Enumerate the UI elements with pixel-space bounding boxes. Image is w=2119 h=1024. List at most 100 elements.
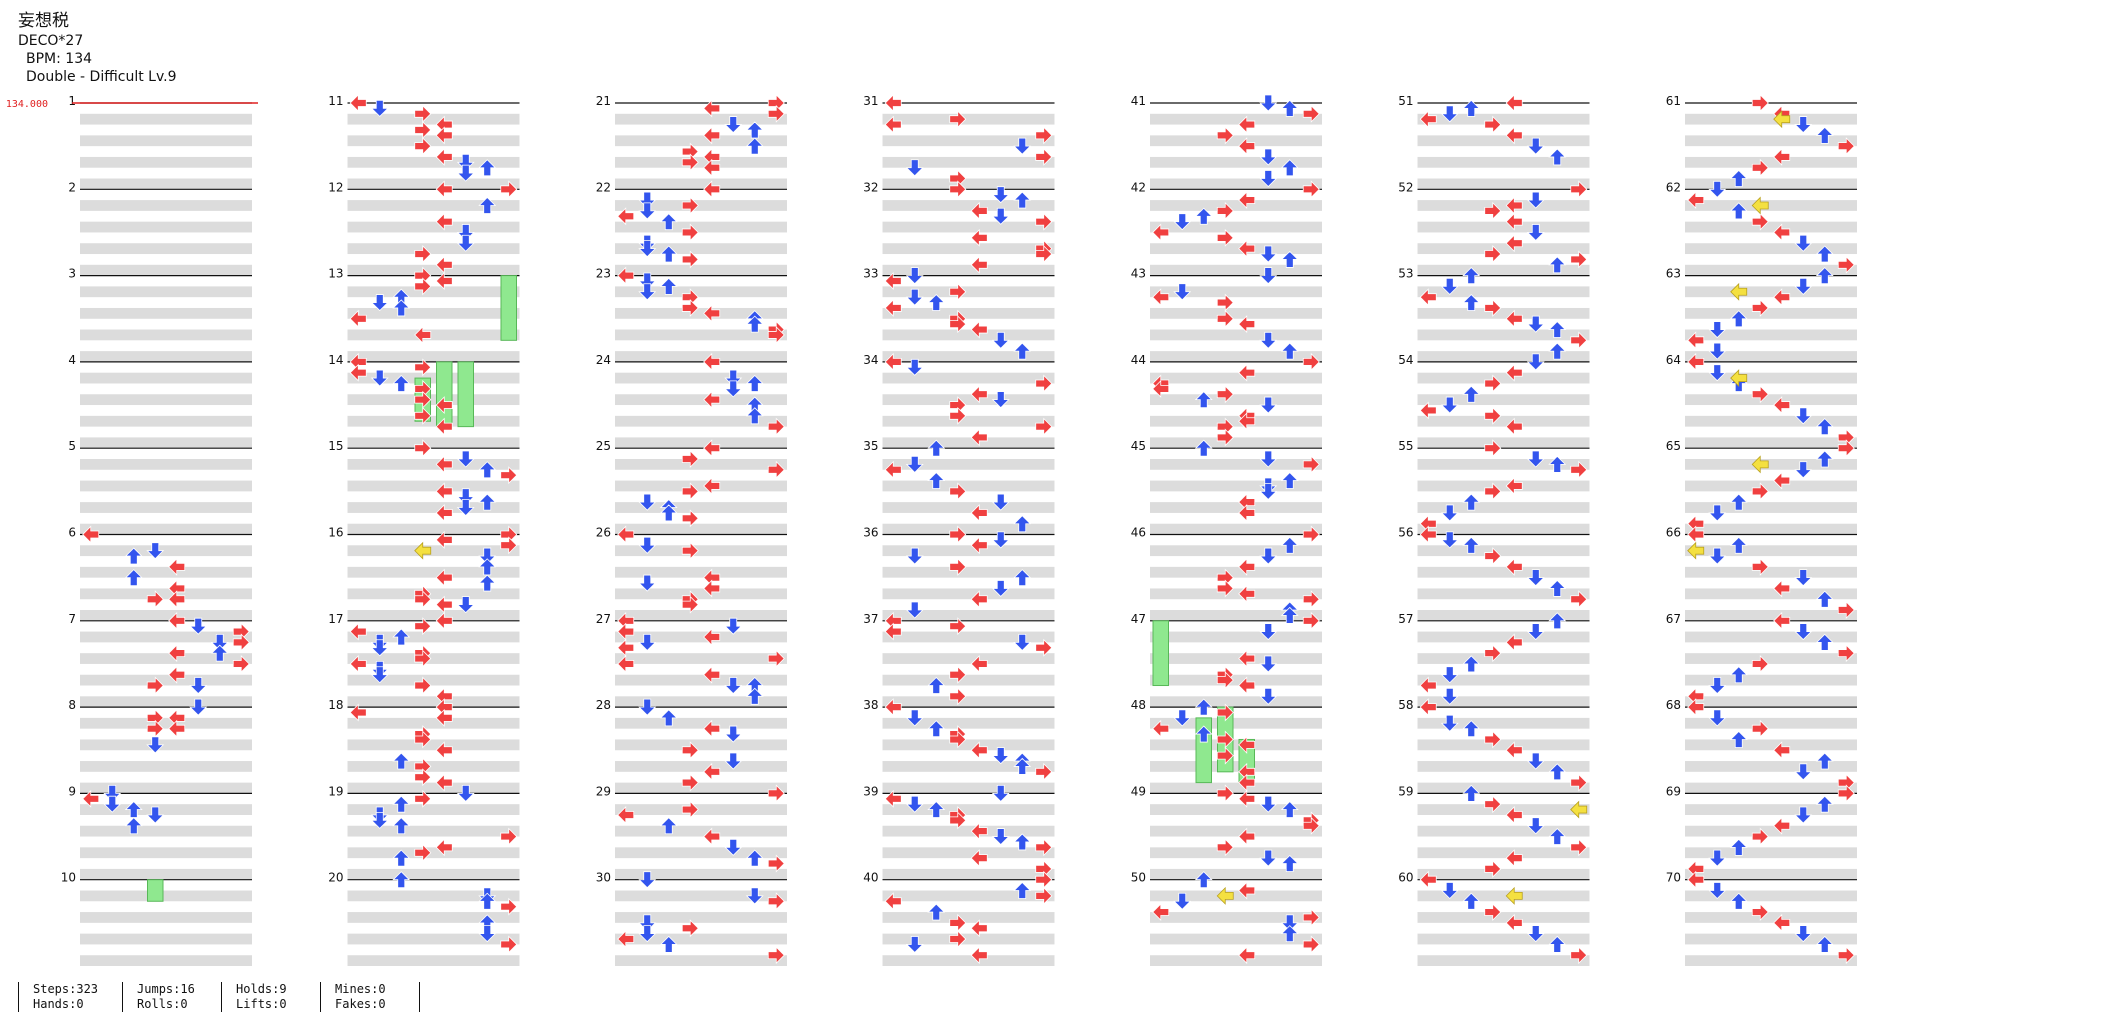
beat-band (80, 782, 252, 794)
arrow-shape (681, 196, 699, 215)
arrow-shape (991, 747, 1010, 765)
arrow-note (617, 207, 635, 226)
beat-band (615, 868, 787, 880)
arrow-shape (1484, 644, 1502, 663)
arrow-shape (1013, 515, 1032, 533)
arrow-shape (724, 677, 743, 695)
beat-band (1150, 415, 1322, 427)
arrow-note (1440, 531, 1459, 549)
arrow-shape (1526, 450, 1545, 468)
arrow-note (949, 930, 967, 948)
beat-band (347, 329, 520, 341)
arrow-note (1238, 789, 1256, 808)
arrow-shape (949, 811, 967, 830)
beat-band (1685, 847, 1857, 859)
measure-number: 46 (1131, 526, 1146, 540)
beat-band (1150, 933, 1322, 945)
arrow-note (884, 460, 902, 479)
arrow-shape (1505, 234, 1523, 253)
arrow-note (1194, 725, 1213, 743)
arrow-shape (681, 800, 699, 819)
arrow-note (168, 719, 186, 738)
arrow-shape (1729, 493, 1748, 511)
arrow-note (1419, 870, 1437, 889)
arrow-shape (905, 288, 924, 306)
arrow-note (703, 126, 721, 145)
measure-number: 8 (68, 698, 76, 712)
arrow-shape (767, 325, 785, 344)
measure-number: 19 (328, 784, 343, 798)
arrow-note (146, 542, 165, 560)
beat-band (615, 264, 787, 276)
arrow-note (478, 892, 497, 910)
arrow-note (1708, 547, 1727, 565)
arrow-note (767, 854, 785, 873)
beat-band (1417, 480, 1590, 492)
arrow-shape (1419, 288, 1437, 307)
arrow-shape (1440, 396, 1459, 414)
arrow-note (414, 590, 432, 609)
arrow-note (1751, 654, 1769, 673)
arrow-shape (1837, 644, 1855, 663)
arrow-shape (392, 628, 411, 646)
arrow-shape (478, 461, 497, 479)
arrow-note (927, 471, 946, 489)
arrow-shape (638, 536, 657, 554)
beat-band (1685, 221, 1857, 233)
arrow-shape (927, 439, 946, 457)
arrow-note (435, 180, 453, 199)
arrow-shape (659, 935, 678, 953)
arrow-shape (1505, 557, 1523, 576)
arrow-note (1419, 698, 1437, 717)
beat-band (882, 135, 1055, 147)
arrow-note (745, 887, 764, 905)
arrow-note (1440, 687, 1459, 705)
arrow-shape (970, 590, 988, 609)
beat-band (882, 588, 1055, 600)
beat-band (1685, 890, 1857, 902)
arrow-note (1773, 816, 1791, 835)
arrow-note (659, 817, 678, 835)
beat-band (615, 329, 787, 341)
arrow-shape (1751, 719, 1769, 738)
beat-band (1417, 782, 1590, 794)
arrow-note (1837, 601, 1855, 619)
arrow-shape (1216, 126, 1234, 145)
beat-band (347, 286, 520, 298)
arrow-note (884, 622, 902, 641)
beat-band (80, 178, 252, 190)
arrow-shape (1280, 854, 1299, 872)
arrow-shape (435, 530, 453, 549)
arrow-shape (703, 352, 721, 371)
arrow-shape (478, 196, 497, 214)
arrow-note (1152, 379, 1170, 398)
arrow-shape (414, 789, 432, 808)
arrow-shape (703, 99, 721, 118)
arrow-note (905, 547, 924, 565)
beat-band (1417, 825, 1590, 837)
measure-number: 59 (1398, 784, 1413, 798)
beat-band (615, 804, 787, 815)
arrow-note (1419, 525, 1437, 544)
beat-band (80, 113, 252, 125)
arrow-note (1815, 245, 1834, 263)
arrow-shape (392, 299, 411, 317)
arrow-shape (435, 741, 453, 760)
arrow-shape (414, 121, 432, 139)
beat-band (80, 200, 252, 211)
arrow-note (1302, 816, 1320, 835)
arrow-shape (703, 439, 721, 458)
beat-band (80, 696, 252, 708)
measure-number: 44 (1131, 353, 1146, 367)
arrow-note (1526, 450, 1545, 468)
arrow-note (638, 283, 657, 301)
arrow-shape (1238, 191, 1256, 210)
arrow-note (1238, 881, 1256, 900)
arrow-shape (1238, 239, 1256, 258)
arrow-shape (1708, 321, 1727, 339)
arrow-note (1773, 147, 1791, 166)
measure-number: 17 (328, 612, 343, 626)
beat-band (1417, 696, 1590, 708)
arrow-note (703, 99, 721, 118)
measure-number: 65 (1666, 439, 1681, 453)
